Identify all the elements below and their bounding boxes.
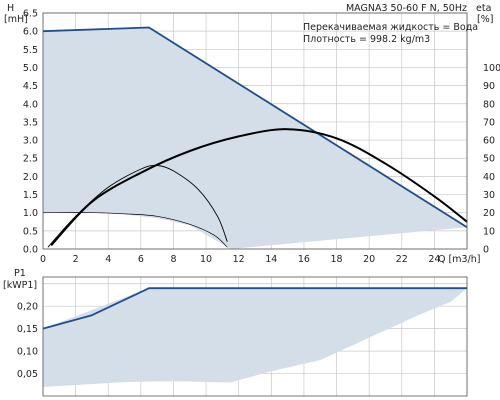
plot-frame [42,12,468,250]
x-tick-label: 24 [428,254,440,265]
head-efficiency-chart: 0.0 0.5 1.0 1.5 2.0 2.5 3.0 3.5 4.0 4.5 5.0 5.5 6.0 6… [4,3,500,265]
power-chart: 0,05 0,10 0,15 0,20 P1 [kWP1] [3,268,468,397]
power-plot-frame [42,276,468,397]
x-tick-label: 4 [105,254,111,265]
density-annotation: Плотность = 998.2 kg/m3 [303,34,430,45]
x-tick-label: 0 [40,254,46,265]
y-tick-label: 0.5 [23,226,38,237]
power-operating-area [43,288,467,387]
x-tick-label: 22 [396,254,408,265]
efficiency-curve-min [47,164,228,248]
head-curve-min [42,212,228,248]
x-axis-label: Q [m3/h] [438,254,480,265]
y2-axis-unit: [%] [477,14,493,25]
x-tick-label: 10 [200,254,212,265]
y2-tick-label: 80 [483,99,495,110]
p1-tick-label: 0,15 [17,324,38,335]
y-tick-label: 5.5 [23,45,38,56]
fluid-annotation: Перекачиваемая жидкость = Вода [303,22,478,33]
y-tick-label: 2.0 [23,172,38,183]
p1-tick-label: 0,20 [17,302,38,313]
y2-tick-label: 40 [483,172,495,183]
x-tick-label: 16 [298,254,310,265]
y-tick-label: 5.0 [23,63,38,74]
x-tick-label: 14 [265,254,277,265]
y2-tick-label: 30 [483,190,495,201]
p1-axis-label: P1 [14,268,26,279]
x-tick-label: 12 [233,254,245,265]
chart-title: MAGNA3 50-60 F N, 50Hz [346,3,467,14]
x-tick-label: 2 [73,254,79,265]
x-tick-label: 8 [170,254,176,265]
x-tick-label: 18 [330,254,342,265]
y-tick-label: 2.5 [23,154,38,165]
y-tick-label: 3.5 [23,117,38,128]
y-axis-label: H [7,3,14,14]
y-tick-label: 1.0 [23,208,38,219]
power-curve [42,287,467,330]
p1-tick-label: 0,05 [17,369,38,380]
y2-tick-label: 60 [483,136,495,147]
y-tick-label: 6.5 [23,9,38,20]
y-tick-label: 0.0 [23,245,38,256]
x-tick-label: 6 [138,254,144,265]
y2-tick-label: 10 [483,226,495,237]
y2-tick-label: 0 [483,245,489,256]
y-tick-label: 4.5 [23,81,38,92]
p1-tick-label: 0,10 [17,347,38,358]
head-curve [42,26,468,228]
p1-axis-unit: [kWP1] [3,280,37,291]
y2-tick-label: 20 [483,208,495,219]
y-tick-label: 4.0 [23,99,38,110]
y-tick-label: 1.5 [23,190,38,201]
efficiency-curve-max [50,128,468,247]
y-axis-unit: [mH] [4,14,28,25]
y2-tick-label: 90 [483,81,495,92]
y2-axis-label: eta [476,3,491,14]
y-tick-label: 3.0 [23,136,38,147]
y2-tick-label: 100 [483,63,500,74]
y-tick-label: 6.0 [23,27,38,38]
operating-area [43,27,467,249]
y2-tick-label: 70 [483,117,495,128]
y2-tick-label: 50 [483,154,495,165]
x-tick-label: 20 [363,254,375,265]
